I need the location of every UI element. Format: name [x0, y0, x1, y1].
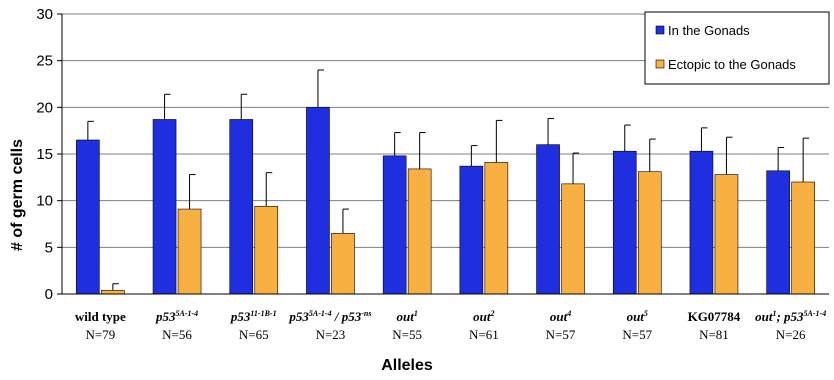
x-tick-label: p535A-1-4 / p53-ns [288, 309, 371, 324]
x-tick-n-label: N=79 [85, 327, 115, 342]
x-tick-label: p5311-1B-1 [230, 309, 277, 324]
bar-ectopic [407, 168, 432, 295]
x-tick-label: out1 [396, 309, 417, 324]
y-tick-label: 5 [45, 239, 53, 256]
y-tick-label: 15 [36, 146, 53, 163]
x-tick-label: out1; p535A-1-4 [755, 309, 826, 324]
x-tick-n-label: N=23 [316, 327, 346, 342]
x-tick-label: out2 [473, 309, 494, 324]
bar-ectopic [101, 289, 125, 295]
legend-swatch-ectopic [655, 59, 665, 69]
x-tick-n-label: N=55 [392, 327, 422, 342]
bars [76, 69, 815, 295]
x-tick-n-label: N=56 [162, 327, 192, 342]
bar-gonads [306, 107, 330, 295]
x-tick-label: p535A-1-4 [155, 309, 198, 324]
x-tick-n-label: N=26 [776, 327, 806, 342]
tick-labels: 0 5 10 15 20 25 30 wild type N=79 p535A-1-4 N=56 p5… [36, 6, 826, 342]
legend-label-ectopic: Ectopic to the Gonads [668, 57, 796, 72]
bar-ectopic [714, 174, 739, 295]
bar-gonads [536, 144, 560, 295]
x-tick-n-label: N=81 [699, 327, 729, 342]
bar-ectopic [484, 162, 509, 295]
bar-gonads [229, 119, 254, 295]
bar-ectopic [177, 208, 202, 295]
bar-gonads [382, 155, 407, 295]
legend-box [644, 11, 830, 85]
y-tick-label: 30 [36, 6, 53, 23]
bar-gonads [766, 170, 790, 295]
bar-gonads [689, 150, 714, 295]
legend: In the Gonads Ectopic to the Gonads [644, 11, 830, 85]
x-tick-label: out4 [550, 309, 571, 324]
bar-ectopic [254, 205, 279, 295]
bar-gonads [612, 150, 637, 295]
bar-gonads [152, 119, 177, 295]
y-axis-title: # of germ cells [9, 139, 26, 251]
x-tick-label: out5 [627, 309, 648, 324]
bar-ectopic [791, 181, 815, 295]
legend-label-in-the-gonads: In the Gonads [668, 23, 750, 38]
x-tick-n-label: N=57 [546, 327, 576, 342]
bar-ectopic [561, 183, 585, 295]
y-tick-label: 25 [36, 53, 53, 70]
x-tick-n-label: N=57 [622, 327, 652, 342]
legend-swatch-in-the-gonads [655, 25, 665, 35]
x-axis-title: Alleles [381, 357, 433, 374]
x-tick-n-label: N=65 [239, 327, 269, 342]
y-tick-label: 0 [45, 286, 53, 303]
y-tick-label: 20 [36, 99, 53, 116]
x-tick-label: KG07784 [688, 309, 741, 324]
bar-ectopic [331, 233, 355, 295]
bar-gonads [76, 139, 100, 295]
bar-ectopic [637, 171, 662, 295]
bar-gonads [459, 165, 484, 295]
x-tick-n-label: N=61 [469, 327, 499, 342]
axes [57, 13, 829, 295]
y-tick-label: 10 [36, 193, 53, 210]
x-tick-label: wild type [75, 309, 126, 324]
